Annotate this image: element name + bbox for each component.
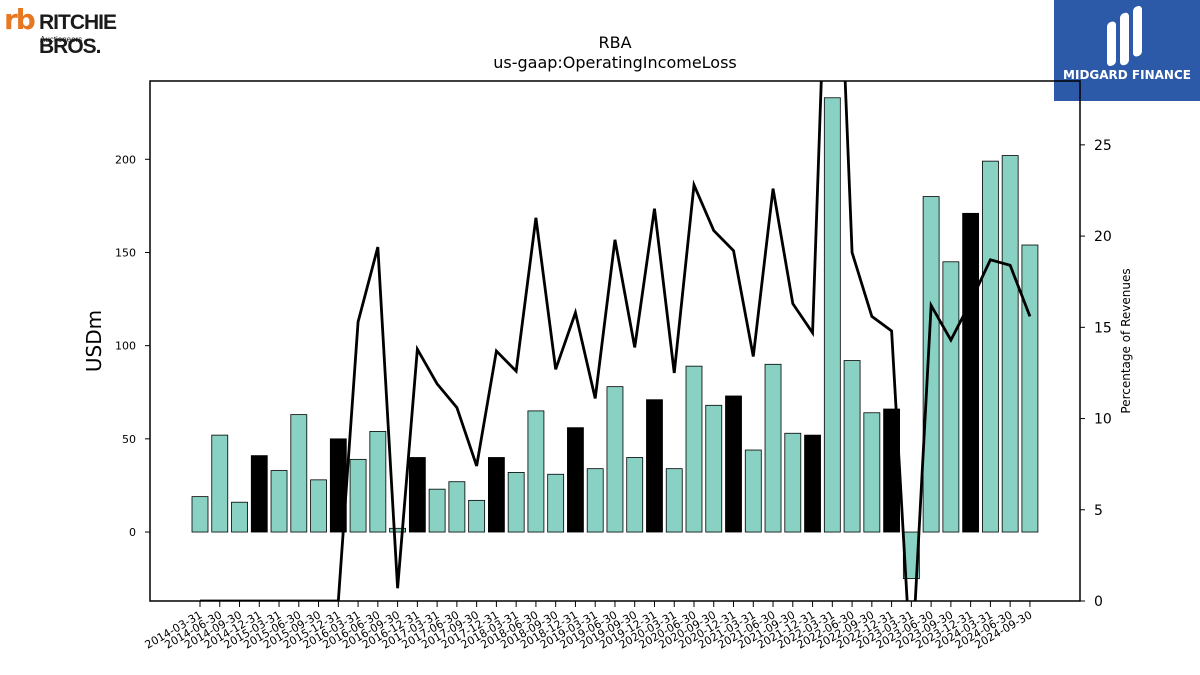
bar <box>507 471 525 533</box>
y-tick-label: 50 <box>122 433 136 446</box>
bar <box>527 410 545 533</box>
y2-tick-label: 0 <box>1094 594 1103 610</box>
bar <box>468 499 486 533</box>
bar <box>270 470 288 533</box>
bar <box>843 360 861 533</box>
y-tick-label: 200 <box>115 153 136 166</box>
bar <box>250 455 268 533</box>
ritchie-bros-wordmark: RITCHIE BROS. <box>39 11 117 58</box>
bar <box>428 488 446 533</box>
y-tick-label: 100 <box>115 340 136 353</box>
bar <box>349 458 367 533</box>
bar <box>982 160 999 533</box>
chart-subtitle: us-gaap:OperatingIncomeLoss <box>493 53 737 72</box>
bar <box>922 196 940 533</box>
bar <box>665 468 683 533</box>
bar <box>646 399 663 533</box>
bar <box>705 404 723 533</box>
y2-tick-label: 25 <box>1094 138 1112 154</box>
y-axis-label: USDm <box>82 310 106 372</box>
bar <box>408 457 426 533</box>
bar <box>211 434 229 533</box>
y-tick-label: 0 <box>129 526 136 539</box>
y2-tick-label: 15 <box>1094 320 1112 336</box>
bar <box>310 479 327 533</box>
bar <box>744 449 762 533</box>
bar <box>685 365 703 533</box>
bar <box>1001 155 1019 533</box>
bar <box>231 501 248 533</box>
bar <box>784 432 802 533</box>
bar <box>725 395 742 533</box>
bar <box>369 430 387 533</box>
bar <box>962 212 980 533</box>
y2-tick-label: 10 <box>1094 412 1112 428</box>
bar <box>448 481 466 533</box>
bar <box>586 468 604 533</box>
bar <box>626 457 644 533</box>
bar <box>823 97 841 533</box>
bar <box>389 527 407 533</box>
bar <box>547 473 565 533</box>
bar <box>567 427 584 533</box>
y-tick-label: 150 <box>115 246 136 259</box>
y2-tick-label: 5 <box>1094 503 1103 519</box>
bar <box>804 434 821 533</box>
bar <box>1021 244 1039 533</box>
bar <box>191 496 209 533</box>
ritchie-bros-logo: rb RITCHIE BROS. Auctioneers <box>4 3 174 59</box>
chart-title: RBA <box>598 33 631 52</box>
bar <box>290 414 308 533</box>
bar <box>764 363 782 533</box>
bar <box>487 457 505 533</box>
midgard-finance-logo: MIDGARD FINANCE <box>1054 0 1200 101</box>
bar <box>606 386 624 533</box>
bar <box>942 261 960 533</box>
y2-tick-label: 20 <box>1094 229 1112 245</box>
y2-axis-label: Percentage of Revenues <box>1119 268 1133 413</box>
series-line <box>200 81 1032 601</box>
bar <box>863 412 881 533</box>
ritchie-bros-tagline: Auctioneers <box>40 35 83 44</box>
rb-mark: rb <box>4 3 36 36</box>
midgard-finance-wordmark: MIDGARD FINANCE <box>1063 68 1191 82</box>
midgard-emblem-icon <box>1107 6 1142 66</box>
